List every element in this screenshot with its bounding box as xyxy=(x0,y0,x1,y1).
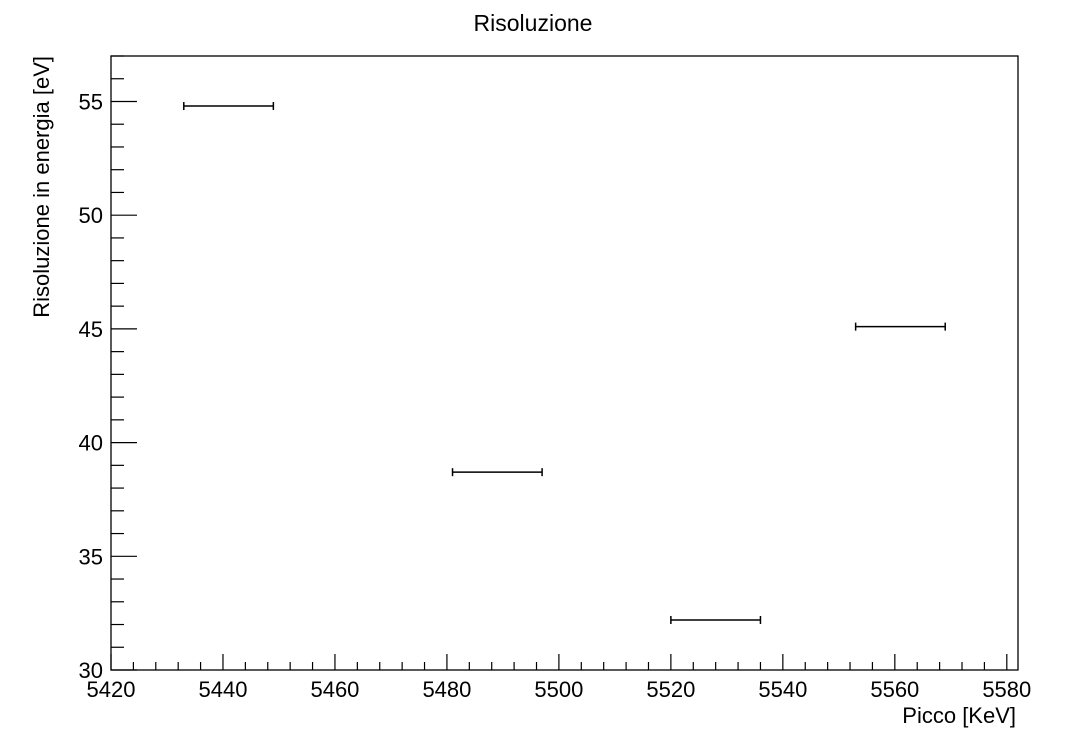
x-tick-label: 5540 xyxy=(758,677,807,702)
data-point xyxy=(451,468,543,477)
x-tick-label: 5460 xyxy=(310,677,359,702)
y-tick-label: 50 xyxy=(79,203,103,228)
x-tick-label: 5560 xyxy=(870,677,919,702)
y-tick-label: 35 xyxy=(79,544,103,569)
y-tick-label: 40 xyxy=(79,431,103,456)
plot-frame xyxy=(110,55,1019,671)
data-points xyxy=(183,102,946,624)
tick-labels: 5420 5440 5460 5480 5500 5520 5540 5560 55803035… xyxy=(79,89,1032,702)
x-tick-label: 5440 xyxy=(198,677,247,702)
y-axis-label: Risoluzione in energia [eV] xyxy=(29,56,54,318)
data-point xyxy=(854,322,946,331)
x-tick-label: 5500 xyxy=(534,677,583,702)
y-tick-label: 30 xyxy=(79,658,103,683)
axis-ticks xyxy=(110,55,1008,671)
x-tick-label: 5480 xyxy=(422,677,471,702)
x-axis-label: Picco [KeV] xyxy=(902,703,1016,728)
data-point xyxy=(183,102,275,111)
y-tick-label: 55 xyxy=(79,89,103,114)
y-tick-label: 45 xyxy=(79,317,103,342)
x-tick-label: 5520 xyxy=(646,677,695,702)
x-tick-label: 5420 xyxy=(87,677,136,702)
chart-title: Risoluzione xyxy=(474,10,593,36)
data-point xyxy=(670,615,762,624)
x-tick-label: 5580 xyxy=(982,677,1031,702)
